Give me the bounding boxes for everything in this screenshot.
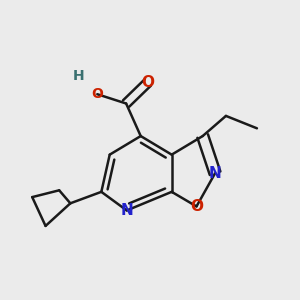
Text: O: O xyxy=(92,87,103,101)
Text: N: N xyxy=(120,203,133,218)
Text: O: O xyxy=(190,199,203,214)
Text: O: O xyxy=(141,75,154,90)
Text: H: H xyxy=(73,69,85,82)
Text: N: N xyxy=(209,166,221,181)
